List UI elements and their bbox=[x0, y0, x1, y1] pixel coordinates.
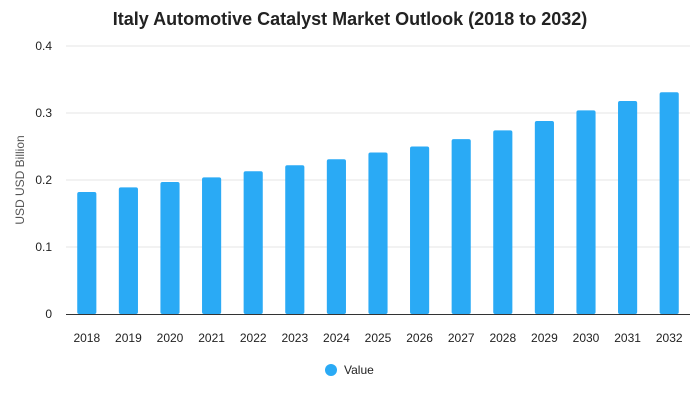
bar-2020[interactable] bbox=[160, 182, 180, 314]
bar-2030[interactable] bbox=[576, 110, 596, 314]
x-tick-label: 2029 bbox=[531, 331, 558, 345]
bar-2023[interactable] bbox=[285, 165, 305, 314]
bar-2026[interactable] bbox=[410, 146, 430, 315]
x-tick-label: 2028 bbox=[489, 331, 516, 345]
x-tick-label: 2022 bbox=[240, 331, 267, 345]
x-tick-label: 2023 bbox=[281, 331, 308, 345]
x-tick-label: 2032 bbox=[656, 331, 683, 345]
bar-2029[interactable] bbox=[534, 121, 554, 314]
x-tick-label: 2027 bbox=[448, 331, 475, 345]
y-tick-label: 0.1 bbox=[35, 240, 52, 254]
x-tick-label: 2026 bbox=[406, 331, 433, 345]
y-tick-label: 0.3 bbox=[35, 106, 52, 120]
y-axis-title: USD USD Billion bbox=[13, 135, 27, 224]
bar-2032[interactable] bbox=[659, 92, 679, 314]
bar-2018[interactable] bbox=[77, 192, 97, 314]
legend-marker-value bbox=[325, 364, 337, 376]
bar-2024[interactable] bbox=[326, 159, 346, 314]
bar-2027[interactable] bbox=[451, 139, 471, 314]
legend[interactable]: Value bbox=[325, 363, 374, 377]
chart-title: Italy Automotive Catalyst Market Outlook… bbox=[113, 9, 587, 29]
y-axis-ticks: 0 0.1 0.2 0.3 0.4 bbox=[35, 39, 52, 321]
bar-2021[interactable] bbox=[202, 177, 222, 314]
x-tick-label: 2031 bbox=[614, 331, 641, 345]
bar-2019[interactable] bbox=[118, 187, 138, 314]
x-tick-label: 2020 bbox=[157, 331, 184, 345]
y-tick-label: 0.4 bbox=[35, 39, 52, 53]
y-tick-label: 0.2 bbox=[35, 173, 52, 187]
bars bbox=[77, 92, 679, 314]
bar-2028[interactable] bbox=[493, 130, 513, 314]
x-tick-label: 2025 bbox=[365, 331, 392, 345]
x-tick-label: 2019 bbox=[115, 331, 142, 345]
x-tick-label: 2024 bbox=[323, 331, 350, 345]
y-tick-label: 0 bbox=[45, 307, 52, 321]
x-tick-label: 2030 bbox=[573, 331, 600, 345]
legend-label-value: Value bbox=[344, 363, 374, 377]
bar-2022[interactable] bbox=[243, 171, 263, 314]
x-tick-label: 2021 bbox=[198, 331, 225, 345]
bar-2031[interactable] bbox=[618, 100, 638, 314]
bar-2025[interactable] bbox=[368, 152, 388, 314]
x-axis-ticks: 2018 2019 2020 2021 2022 2023 2024 2025 2026 2027… bbox=[73, 331, 682, 345]
x-tick-label: 2018 bbox=[73, 331, 100, 345]
